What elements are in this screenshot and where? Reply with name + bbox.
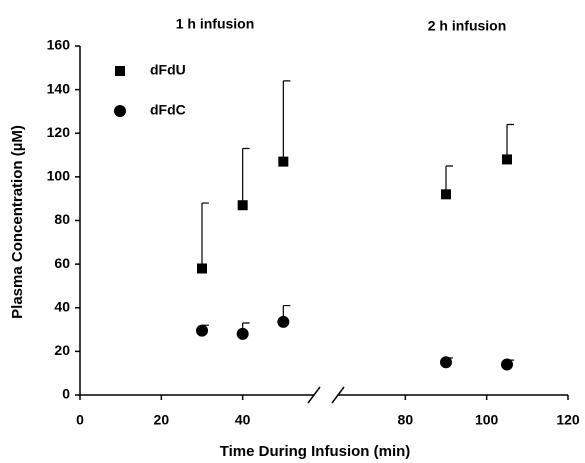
legend-label: dFdU	[150, 62, 186, 78]
x-tick-label: 80	[398, 412, 414, 428]
y-tick-label: 20	[54, 342, 70, 358]
y-tick-label: 160	[47, 37, 71, 53]
legend-label: dFdC	[150, 102, 186, 118]
y-tick-label: 120	[47, 124, 71, 140]
point	[197, 263, 207, 274]
y-tick-label: 0	[62, 386, 70, 402]
point	[277, 315, 290, 328]
error-bar	[242, 147, 250, 206]
error-bar	[282, 80, 291, 162]
legend-marker	[115, 66, 125, 76]
point	[237, 200, 248, 211]
point	[441, 189, 451, 200]
annotation: 2 h infusion	[428, 18, 507, 34]
axis-break	[307, 386, 321, 404]
axis-break	[331, 386, 345, 404]
error-bar	[201, 202, 209, 269]
x-axis-label: Time During Infusion (min)	[220, 443, 411, 460]
point	[440, 356, 452, 369]
y-axis-label: Plasma Concentration (µM)	[9, 125, 26, 319]
y-tick-label: 60	[54, 255, 70, 271]
error-bar	[506, 123, 514, 160]
point	[236, 327, 249, 340]
y-tick-label: 40	[54, 298, 70, 314]
annotation: 1 h infusion	[176, 16, 255, 32]
x-tick-label: 0	[76, 412, 84, 428]
x-tick-label: 120	[556, 412, 580, 428]
point	[196, 324, 208, 337]
point	[278, 156, 289, 167]
y-tick-label: 80	[54, 211, 70, 227]
y-tick-label: 140	[47, 80, 71, 96]
point	[501, 358, 513, 371]
x-tick-label: 100	[475, 412, 499, 428]
point	[502, 154, 512, 165]
x-tick-label: 40	[235, 412, 251, 428]
y-tick-label: 100	[47, 168, 71, 184]
x-tick-label: 20	[154, 412, 170, 428]
legend-marker	[114, 105, 126, 117]
